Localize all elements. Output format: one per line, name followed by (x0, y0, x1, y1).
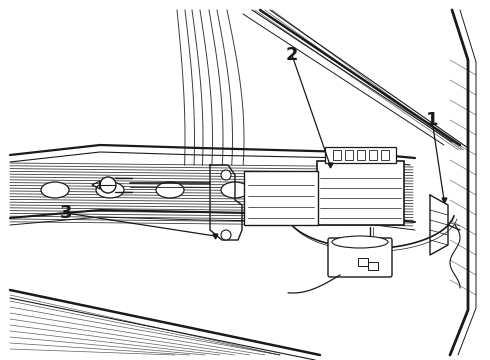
Bar (358, 258, 368, 266)
FancyBboxPatch shape (325, 147, 396, 163)
Bar (357, 150, 365, 160)
Ellipse shape (156, 182, 184, 198)
Ellipse shape (221, 182, 249, 198)
Text: 2: 2 (286, 46, 298, 64)
Ellipse shape (332, 236, 388, 248)
FancyBboxPatch shape (328, 238, 392, 277)
FancyBboxPatch shape (317, 161, 404, 225)
FancyBboxPatch shape (244, 171, 318, 225)
Bar (381, 150, 389, 160)
Text: 3: 3 (60, 204, 72, 222)
Ellipse shape (291, 182, 319, 198)
Ellipse shape (41, 182, 69, 198)
Bar (368, 262, 378, 270)
Bar (345, 150, 353, 160)
Circle shape (100, 177, 116, 193)
Circle shape (221, 230, 231, 240)
Bar (369, 150, 377, 160)
Text: 1: 1 (426, 111, 438, 129)
Bar (333, 150, 341, 160)
Circle shape (221, 170, 231, 180)
Ellipse shape (96, 182, 124, 198)
